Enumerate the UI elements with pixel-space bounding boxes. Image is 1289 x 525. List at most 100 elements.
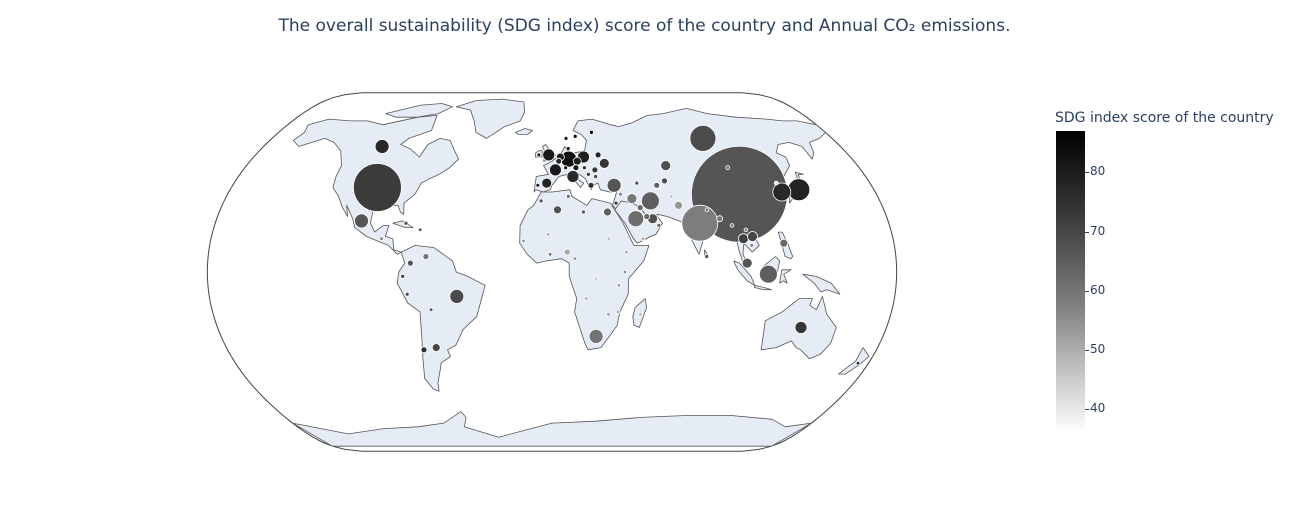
marker-argentina[interactable]: Argentina — [431, 343, 441, 353]
marker-new-zealand[interactable]: New Zealand — [855, 360, 861, 366]
marker-israel[interactable]: Israel — [613, 200, 619, 206]
marker-india[interactable]: India — [681, 204, 719, 242]
marker-tanzania[interactable]: Tanzania — [616, 283, 622, 288]
marker-mongolia[interactable]: Mongolia — [725, 165, 731, 171]
marker-austria[interactable]: Austria — [572, 164, 580, 172]
marker-vietnam[interactable]: Vietnam — [747, 231, 758, 242]
marker-czech-republic[interactable]: Czech Republic — [572, 156, 582, 166]
marker-canada[interactable]: Canada — [374, 139, 390, 154]
marker-turkey[interactable]: Turkey — [606, 177, 622, 193]
marker-italy[interactable]: Italy — [566, 170, 580, 183]
marker-serbia[interactable]: Serbia — [586, 171, 591, 177]
marker-madagascar[interactable]: Madagascar — [638, 312, 643, 317]
marker-ethiopia[interactable]: Ethiopia — [624, 249, 629, 255]
marker-greece[interactable]: Greece — [587, 181, 595, 189]
marker-finland[interactable]: Finland — [589, 129, 594, 135]
marker-angola[interactable]: Angola — [583, 296, 589, 302]
marker-libya[interactable]: Libya — [581, 209, 586, 215]
marker-united-kingdom[interactable]: United Kingdom — [542, 148, 556, 162]
marker-guatemala[interactable]: Guatemala — [379, 236, 384, 241]
marker-kenya[interactable]: Kenya — [622, 269, 627, 275]
marker-dominican-republic[interactable]: Dominican Republic — [418, 227, 423, 232]
marker-nigeria[interactable]: Nigeria — [563, 248, 571, 256]
marker-thailand[interactable]: Thailand — [738, 233, 749, 245]
marker-dr-congo[interactable]: DR Congo — [593, 276, 599, 281]
marker-denmark[interactable]: Denmark — [565, 146, 571, 152]
marker-nepal[interactable]: Nepal — [704, 207, 710, 212]
marker-ireland[interactable]: Ireland — [536, 152, 542, 158]
marker-romania[interactable]: Romania — [591, 166, 599, 174]
marker-bangladesh[interactable]: Bangladesh — [716, 215, 724, 223]
land-greenland — [456, 98, 525, 139]
marker-morocco[interactable]: Morocco — [538, 198, 544, 204]
marker-sweden[interactable]: Sweden — [572, 133, 578, 139]
land-south-america — [396, 245, 486, 392]
marker-chile[interactable]: Chile — [420, 346, 428, 354]
marker-mexico[interactable]: Mexico — [354, 213, 369, 229]
marker-senegal[interactable]: Senegal — [521, 238, 526, 244]
marker-syria[interactable]: Syria — [618, 191, 623, 197]
marker-cameroon[interactable]: Cameroon — [572, 256, 578, 261]
colorbar-tick-label: 80 — [1090, 164, 1106, 179]
marker-egypt[interactable]: Egypt — [603, 207, 612, 217]
marker-france[interactable]: France — [549, 163, 562, 177]
marker-pakistan[interactable]: Pakistan — [674, 200, 683, 210]
marker-yemen[interactable]: Yemen — [640, 236, 646, 241]
marker-united-states[interactable]: United States — [352, 163, 402, 212]
marker-peru[interactable]: Peru — [404, 291, 410, 297]
marker-mozambique[interactable]: Mozambique — [615, 309, 621, 315]
marker-cambodia[interactable]: Cambodia — [749, 243, 754, 248]
colorbar-tick-label: 70 — [1090, 223, 1106, 238]
points-layer[interactable]: ChinaUnited StatesIndiaRussiaJapanSouth … — [352, 124, 861, 366]
marker-oman[interactable]: Oman — [656, 222, 662, 228]
marker-colombia[interactable]: Colombia — [406, 259, 414, 267]
marker-kazakhstan[interactable]: Kazakhstan — [660, 160, 672, 172]
marker-laos[interactable]: Laos — [743, 227, 749, 232]
marker-bulgaria[interactable]: Bulgaria — [593, 174, 598, 179]
marker-philippines[interactable]: Philippines — [779, 238, 789, 248]
land-arctic-islands — [385, 103, 453, 118]
marker-saudi-arabia[interactable]: Saudi Arabia — [627, 210, 645, 228]
marker-tunisia[interactable]: Tunisia — [566, 194, 571, 199]
marker-myanmar[interactable]: Myanmar — [729, 223, 735, 228]
marker-bolivia[interactable]: Bolivia — [428, 307, 434, 312]
marker-sri-lanka[interactable]: Sri Lanka — [704, 254, 710, 259]
marker-malaysia[interactable]: Malaysia — [741, 257, 753, 269]
marker-iraq[interactable]: Iraq — [626, 193, 638, 205]
marker-qatar[interactable]: Qatar — [643, 213, 651, 220]
marker-australia[interactable]: Australia — [794, 321, 808, 334]
marker-turkmenistan[interactable]: Turkmenistan — [653, 181, 661, 189]
marker-south-korea[interactable]: South Korea — [772, 182, 792, 202]
marker-sudan[interactable]: Sudan — [606, 236, 611, 241]
colorbar-tick-mark — [1085, 172, 1089, 174]
marker-north-korea[interactable]: North Korea — [773, 180, 779, 186]
marker-brazil[interactable]: Brazil — [449, 288, 465, 304]
marker-japan[interactable]: Japan — [787, 178, 811, 202]
marker-zimbabwe[interactable]: Zimbabwe — [606, 312, 611, 317]
marker-azerbaijan[interactable]: Azerbaijan — [634, 180, 640, 186]
marker-russia[interactable]: Russia — [689, 124, 717, 152]
land-antarctica — [292, 411, 812, 447]
land-new-zealand — [838, 347, 870, 375]
marker-kuwait[interactable]: Kuwait — [636, 204, 644, 212]
marker-ukraine[interactable]: Ukraine — [598, 157, 610, 169]
marker-south-africa[interactable]: South Africa — [588, 328, 604, 344]
marker-belgium[interactable]: Belgium — [555, 157, 563, 165]
marker-belarus[interactable]: Belarus — [594, 151, 602, 159]
marker-afghanistan[interactable]: Afghanistan — [669, 194, 674, 199]
marker-ecuador[interactable]: Ecuador — [400, 273, 406, 279]
marker-norway[interactable]: Norway — [563, 135, 569, 141]
marker-venezuela[interactable]: Venezuela — [422, 253, 430, 260]
marker-indonesia[interactable]: Indonesia — [759, 264, 778, 284]
marker-spain[interactable]: Spain — [541, 177, 553, 189]
marker-mali[interactable]: Mali — [546, 232, 551, 237]
marker-iran[interactable]: Iran — [641, 191, 660, 211]
marker-hungary[interactable]: Hungary — [582, 165, 587, 171]
marker-portugal[interactable]: Portugal — [535, 182, 541, 188]
marker-algeria[interactable]: Algeria — [553, 205, 562, 215]
marker-ghana[interactable]: Ghana — [547, 252, 553, 257]
marker-switzerland[interactable]: Switzerland — [563, 165, 569, 171]
marker-uzbekistan[interactable]: Uzbekistan — [661, 177, 668, 185]
marker-cuba[interactable]: Cuba — [403, 220, 409, 226]
